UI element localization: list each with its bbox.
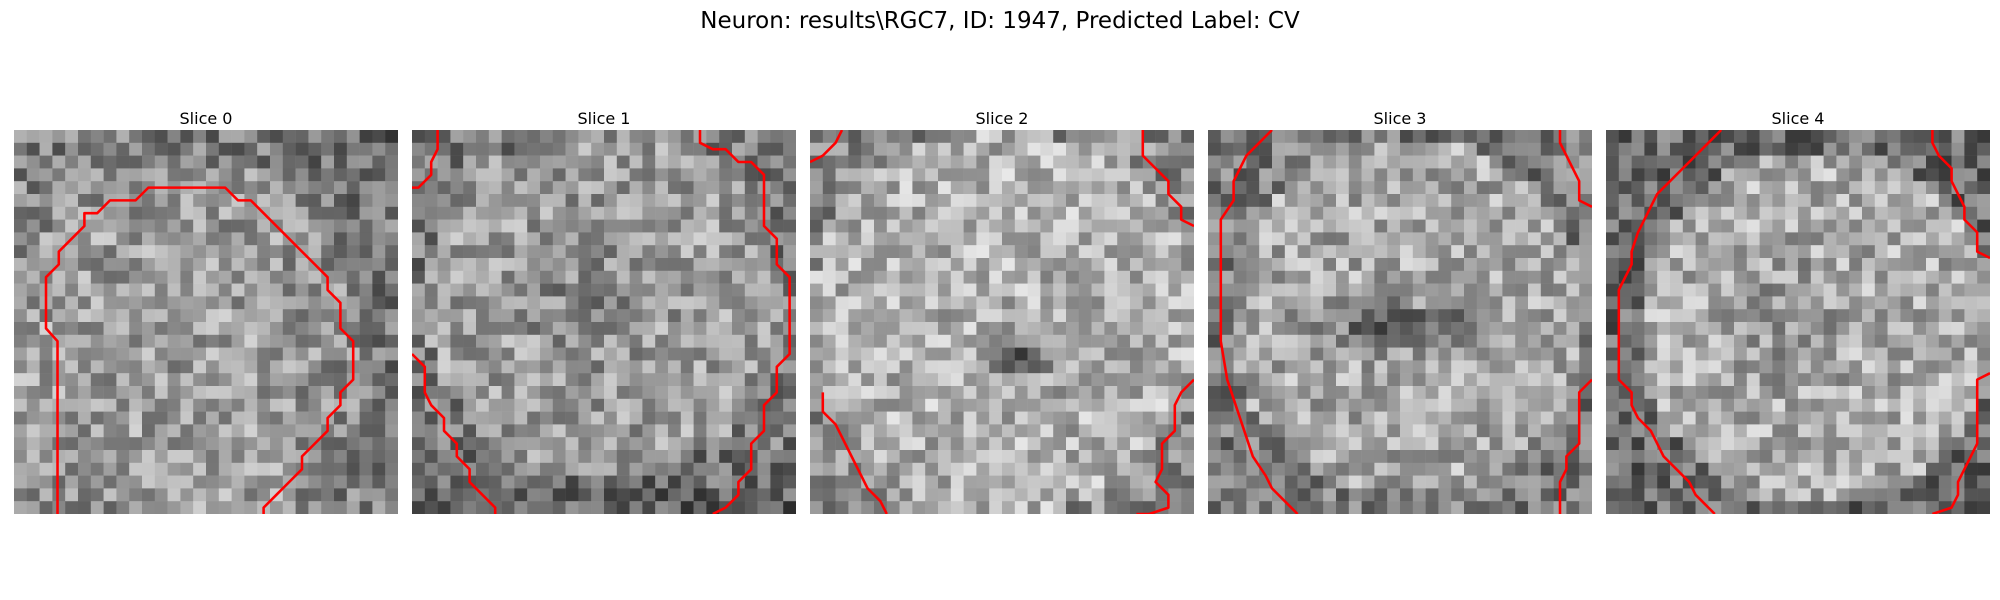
figure-title: Neuron: results\RGC7, ID: 1947, Predicte… — [700, 8, 1300, 34]
slice-panel-1: Slice 1 — [412, 108, 796, 514]
slice-image-1 — [412, 130, 796, 514]
slice-title-1: Slice 1 — [577, 109, 631, 128]
slice-title-4: Slice 4 — [1771, 109, 1825, 128]
slice-title-3: Slice 3 — [1373, 109, 1427, 128]
contour-line — [1931, 372, 1990, 514]
contour-line — [1558, 130, 1592, 208]
slice-image-4 — [1606, 130, 1990, 514]
pixel-grid — [810, 130, 1194, 514]
contour-line — [412, 353, 497, 514]
slice-title-2: Slice 2 — [975, 109, 1029, 128]
contour-line — [1931, 130, 1990, 260]
pixel-grid — [412, 130, 796, 514]
contour-line — [1219, 130, 1299, 514]
contour-line — [44, 186, 355, 514]
contour-line — [810, 130, 844, 164]
contour-line — [1136, 378, 1194, 514]
pixel-grid — [1208, 130, 1592, 514]
contour-line — [412, 130, 439, 189]
slice-panel-4: Slice 4 — [1606, 108, 1990, 514]
contour-line — [1617, 130, 1723, 514]
slice-panel-2: Slice 2 — [810, 108, 1194, 514]
pixel-grid — [1606, 130, 1990, 514]
contour-line — [1141, 130, 1194, 228]
contour-line — [698, 130, 791, 514]
slice-image-2 — [810, 130, 1194, 514]
slice-panel-3: Slice 3 — [1208, 108, 1592, 514]
contour-line — [821, 392, 888, 514]
slice-image-3 — [1208, 130, 1592, 514]
pixel-grid — [14, 130, 398, 514]
slice-title-0: Slice 0 — [179, 109, 233, 128]
slice-panel-0: Slice 0 — [14, 108, 398, 514]
slice-image-0 — [14, 130, 398, 514]
contour-line — [1558, 378, 1592, 514]
